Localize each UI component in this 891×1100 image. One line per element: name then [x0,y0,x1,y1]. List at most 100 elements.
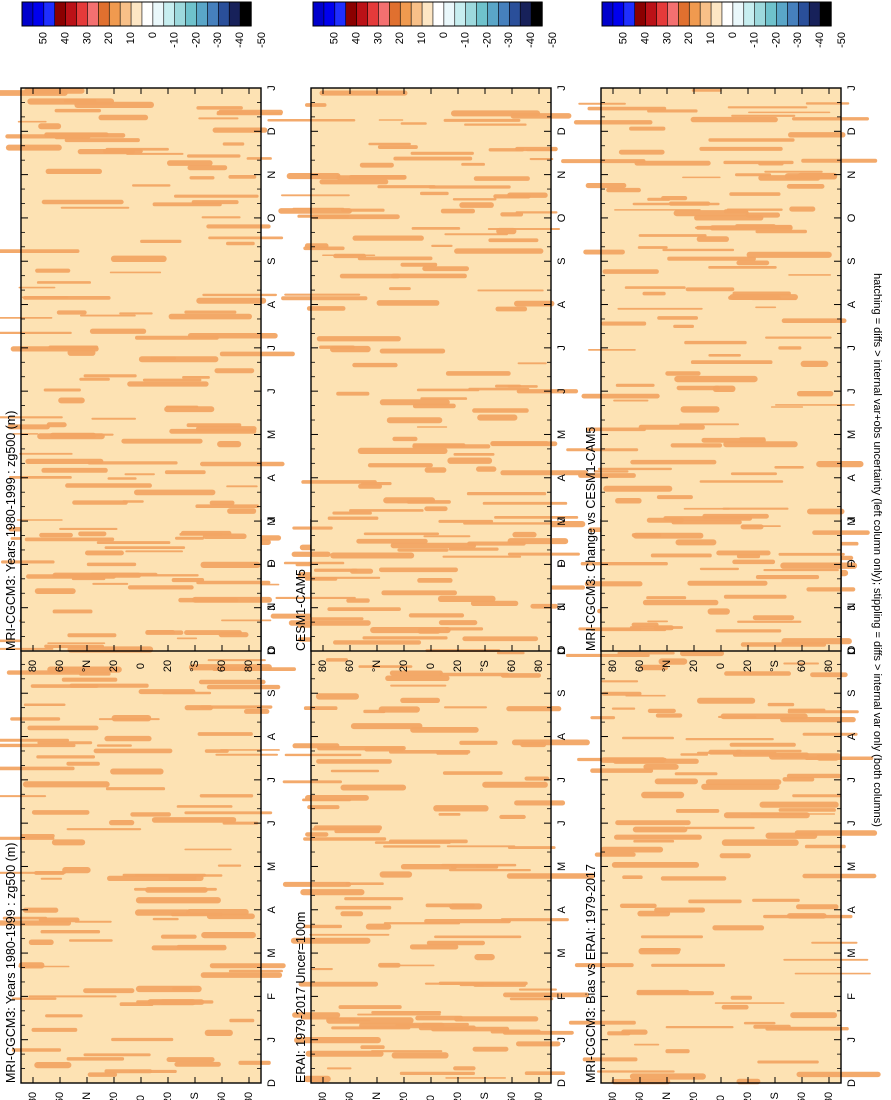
field-streak [312,827,382,831]
field-streak [444,233,508,236]
field-streak [350,723,423,730]
field-streak [509,997,554,1001]
field-streak [208,236,284,240]
field-streak [374,841,451,844]
field-streak [294,1037,381,1044]
x-tick-label: O [266,213,278,222]
field-streak [9,476,72,479]
field-streak [421,1022,469,1026]
field-streak [345,882,384,885]
x-tick-label: F [266,993,278,1000]
field-streak [24,537,115,542]
field-streak [472,408,529,413]
colorbar-swatch [217,1,230,27]
field-streak [811,941,858,944]
y-tick-label: 80 [317,1092,329,1100]
field-streak [524,1071,566,1075]
x-tick-label: N [556,171,568,179]
field-streak [83,374,137,378]
field-streak [298,981,379,987]
field-streak [631,533,662,538]
colorbar-swatch [645,1,658,27]
field-streak [585,183,627,189]
field-streak [357,447,448,454]
field-streak [379,871,413,878]
colorbar-label: -10 [460,32,472,48]
field-streak [488,148,525,152]
field-streak [629,126,666,131]
field-streak [83,988,135,994]
field-streak [578,627,642,631]
field-streak [352,362,398,368]
x-tick-label: D [556,559,568,567]
colorbar-label: -50 [836,32,848,48]
field-streak [378,706,420,713]
field-streak [119,312,153,315]
field-streak [5,144,62,151]
y-tick-label: 80 [317,660,329,672]
field-streak [168,313,252,320]
field-streak [164,406,215,413]
x-tick-label: M [266,862,278,871]
x-tick-label: J [266,388,278,394]
y-tick-label: 60 [54,660,66,672]
field-streak [482,501,568,505]
field-streak [339,273,401,279]
field-streak [472,1046,509,1052]
colorbar-label: -50 [547,32,559,48]
field-streak [58,397,85,404]
field-streak [600,846,664,853]
field-streak [438,519,494,523]
field-streak [34,588,76,594]
field-streak [647,109,698,113]
field-streak [127,574,199,577]
field-streak [763,569,839,572]
field-streak [278,208,352,214]
field-streak [638,234,707,237]
field-streak [54,108,101,113]
y-tick-label: 20 [452,660,464,672]
field-streak [409,944,459,950]
panel-title: MRI-CGCM3: Years 1980-1999 : zg500 (m) [4,843,18,1083]
field-streak [175,536,204,540]
colorbar-label: 0 [147,32,159,38]
x-tick-label: A [556,905,568,913]
y-tick-label: 60 [506,1092,518,1100]
field-streak [167,160,213,166]
field-streak [422,266,469,272]
colorbar-swatch [207,1,219,27]
field-streak [619,903,657,908]
x-tick-label: J [266,1037,278,1043]
field-streak [2,916,48,920]
field-streak [631,622,659,627]
field-streak [781,638,852,645]
x-tick-label: D [556,127,568,135]
field-streak [19,452,73,455]
colorbar-swatch [808,1,821,27]
x-tick-label: J [846,85,858,91]
y-tick-label: 20 [742,1092,754,1100]
field-streak [736,749,802,753]
field-streak [615,820,691,826]
colorbar-swatch [710,1,723,27]
x-tick-label: J [556,345,568,351]
y-tick-label: 20 [452,1092,464,1100]
field-streak [517,362,547,365]
field-streak [219,351,295,357]
y-tick-label: °S [479,1092,491,1100]
field-streak [87,461,178,465]
y-tick-label: °N [81,1092,93,1100]
field-streak [378,119,404,121]
field-streak [105,147,169,151]
colorbar-label: -50 [256,32,268,48]
field-streak [315,693,359,700]
field-streak [466,492,547,496]
field-streak [171,578,205,583]
field-streak [787,913,827,919]
y-tick-label: 60 [54,1092,66,1100]
field-streak [359,162,394,168]
field-streak [642,291,666,296]
field-streak [217,441,242,448]
field-streak [98,114,149,121]
field-streak [391,273,467,279]
